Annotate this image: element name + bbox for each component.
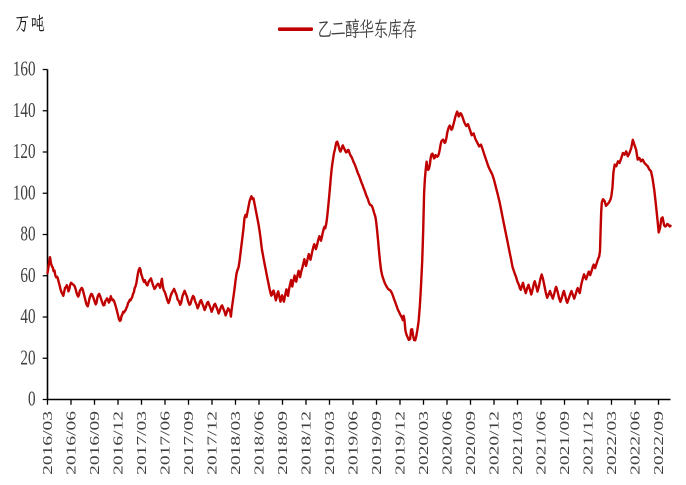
svg-text:2018/06: 2018/06: [251, 411, 267, 475]
svg-text:2020/12: 2020/12: [486, 411, 502, 475]
svg-text:2019/03: 2019/03: [322, 411, 338, 475]
svg-text:40: 40: [20, 305, 35, 328]
svg-text:2019/06: 2019/06: [345, 411, 361, 475]
svg-text:120: 120: [13, 140, 36, 163]
svg-text:2017/03: 2017/03: [134, 411, 150, 475]
svg-text:2017/12: 2017/12: [204, 411, 220, 475]
svg-text:2021/12: 2021/12: [580, 411, 596, 475]
svg-text:2018/03: 2018/03: [228, 411, 244, 475]
svg-text:2020/06: 2020/06: [439, 411, 455, 475]
svg-text:2021/09: 2021/09: [557, 411, 573, 475]
svg-text:2019/12: 2019/12: [392, 411, 408, 475]
svg-text:2018/09: 2018/09: [275, 411, 291, 475]
svg-text:2018/12: 2018/12: [298, 411, 314, 475]
svg-text:2016/09: 2016/09: [87, 411, 103, 475]
svg-text:2022/03: 2022/03: [604, 411, 620, 475]
svg-text:2020/03: 2020/03: [416, 411, 432, 475]
svg-text:100: 100: [13, 181, 36, 204]
svg-text:80: 80: [20, 222, 35, 245]
svg-text:2019/09: 2019/09: [369, 411, 385, 475]
svg-text:2020/09: 2020/09: [463, 411, 479, 475]
svg-text:160: 160: [13, 57, 36, 80]
svg-text:2021/06: 2021/06: [533, 411, 549, 475]
svg-text:2016/03: 2016/03: [40, 411, 56, 475]
svg-text:140: 140: [13, 98, 36, 121]
svg-text:2022/09: 2022/09: [651, 411, 667, 475]
svg-text:60: 60: [20, 264, 35, 287]
svg-text:2016/06: 2016/06: [63, 411, 79, 475]
svg-text:2017/09: 2017/09: [181, 411, 197, 475]
svg-text:2022/06: 2022/06: [627, 411, 643, 475]
svg-text:0: 0: [28, 387, 36, 410]
svg-text:2016/12: 2016/12: [110, 411, 126, 475]
svg-text:2017/06: 2017/06: [157, 411, 173, 475]
svg-text:2021/03: 2021/03: [510, 411, 526, 475]
svg-text:20: 20: [20, 346, 35, 369]
